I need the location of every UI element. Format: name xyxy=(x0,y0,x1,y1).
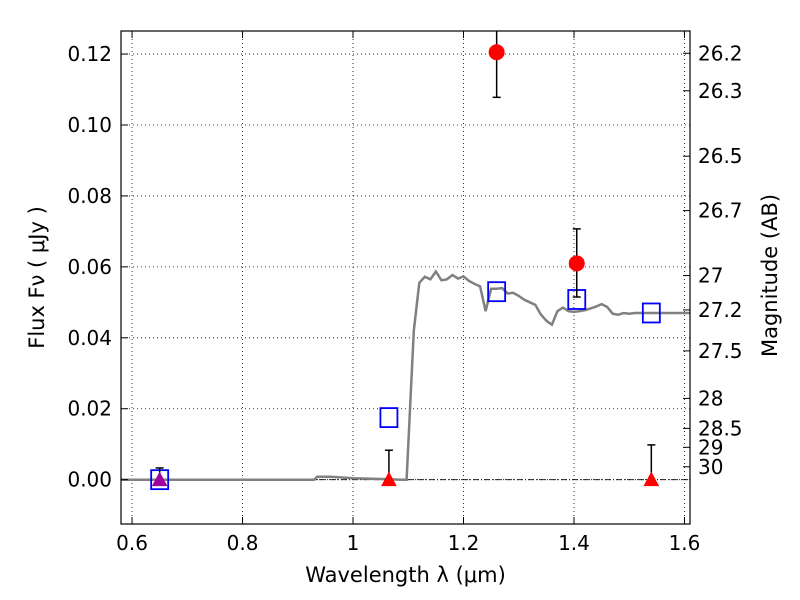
model-photometry-square xyxy=(487,281,507,303)
plot-series xyxy=(121,31,690,491)
mag-tick-label: 27.2 xyxy=(698,298,743,322)
x-tick-label: 1.2 xyxy=(448,531,480,555)
non-detection-triangle xyxy=(381,471,397,487)
mag-tick-label: 27.5 xyxy=(698,339,743,363)
mag-tick-label: 26.7 xyxy=(698,199,743,223)
y-tick-label: 0.08 xyxy=(67,184,112,208)
detection-point xyxy=(488,44,505,61)
mag-tick-label: 26.3 xyxy=(698,79,743,103)
mag-tick-label: 29 xyxy=(698,435,723,459)
x-tick-label: 0.6 xyxy=(116,531,148,555)
mag-tick-label: 27 xyxy=(698,264,723,288)
y-axis-label: Flux Fν ( μJy ) xyxy=(25,206,49,349)
x-axis-label: Wavelength λ (μm) xyxy=(305,563,506,587)
y-tick-label: 0.12 xyxy=(67,42,112,66)
detection-point xyxy=(568,255,585,272)
non-detection-triangle xyxy=(151,471,168,487)
non-detection-triangle xyxy=(643,471,660,487)
mag-tick-label: 26.5 xyxy=(698,144,743,168)
model-photometry-square xyxy=(641,302,661,324)
y-tick-label: 0.02 xyxy=(67,397,112,421)
grid-lines xyxy=(121,31,690,524)
y-tick-label: 0.10 xyxy=(67,113,112,137)
mag-tick-label: 28 xyxy=(698,386,723,410)
x-tick-label: 0.8 xyxy=(227,531,259,555)
y-tick-label: 0.00 xyxy=(67,468,112,492)
y-tick-label: 0.04 xyxy=(67,326,112,350)
mag-tick-label: 28.5 xyxy=(698,416,743,440)
axis-ticks: 0.6 0.8 1 1.2 1.4 1.6 0.00 0.02 0.04 0.06 0.08 0.10… xyxy=(67,31,743,555)
mag-tick-label: 26.2 xyxy=(698,41,743,65)
y-tick-label: 0.06 xyxy=(67,255,112,279)
model-photometry-square xyxy=(379,407,399,428)
x-tick-label: 1.6 xyxy=(669,531,701,555)
x-tick-label: 1 xyxy=(347,531,360,555)
plot-frame xyxy=(120,30,691,525)
x-tick-label: 1.4 xyxy=(558,531,590,555)
sed-model-line xyxy=(121,269,690,481)
mag-tick-label: 30 xyxy=(698,455,723,479)
y2-axis-label: Magnitude (AB) xyxy=(758,194,782,357)
